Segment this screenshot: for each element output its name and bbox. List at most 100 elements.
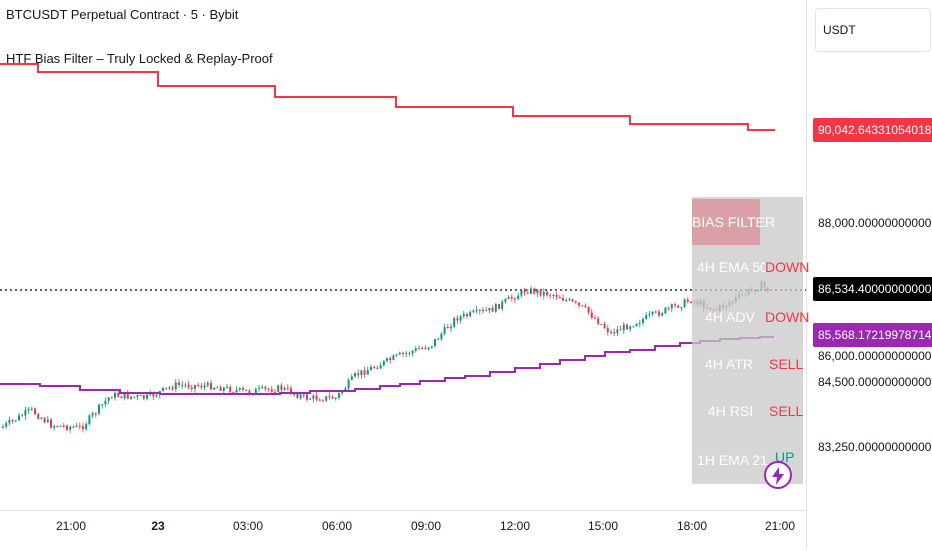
candle: [526, 289, 529, 295]
indicator-title[interactable]: HTF Bias Filter – Truly Locked & Replay-…: [6, 51, 273, 66]
candle: [66, 424, 68, 432]
candle: [622, 321, 625, 335]
candle: [194, 384, 196, 393]
candle: [286, 384, 289, 391]
candle: [661, 311, 664, 317]
candle: [213, 387, 216, 391]
candle: [658, 309, 660, 318]
candle: [587, 306, 590, 315]
candle: [210, 380, 212, 391]
time-axis[interactable]: [0, 510, 806, 551]
candle: [443, 323, 446, 336]
candle: [370, 364, 372, 371]
candle: [581, 305, 584, 307]
candle: [21, 413, 24, 417]
candle: [386, 357, 388, 363]
candle: [40, 416, 43, 420]
candle: [24, 406, 27, 420]
candle: [683, 297, 686, 308]
candle: [30, 406, 33, 411]
candle: [338, 392, 340, 400]
candle: [219, 385, 222, 392]
candle: [146, 392, 148, 401]
candle: [98, 403, 100, 416]
candle: [501, 299, 504, 312]
chart-area[interactable]: [0, 0, 806, 510]
candle: [571, 298, 574, 303]
candle: [8, 416, 11, 426]
candle: [542, 288, 545, 300]
candle: [414, 345, 417, 353]
candle: [229, 384, 232, 394]
candle: [654, 310, 657, 314]
candle: [165, 387, 168, 391]
candle: [478, 308, 481, 315]
candle: [2, 424, 4, 429]
candle: [469, 310, 472, 318]
candle: [395, 353, 398, 357]
candle: [72, 425, 75, 428]
symbol-title[interactable]: BTCUSDT Perpetual Contract · 5 · Bybit: [6, 7, 239, 22]
candle: [536, 288, 539, 298]
candle: [398, 351, 401, 355]
candle: [613, 328, 616, 337]
candle: [184, 382, 187, 388]
candle: [312, 393, 315, 403]
price-chart[interactable]: [0, 0, 806, 510]
candle: [261, 384, 264, 390]
bias-row-label: 4H EMA 50: [697, 259, 768, 275]
lightning-icon[interactable]: [764, 461, 792, 489]
candle: [258, 384, 260, 393]
candle: [264, 385, 267, 392]
candle: [11, 418, 14, 424]
candle: [530, 285, 532, 295]
candle: [274, 388, 276, 394]
candle: [405, 350, 408, 358]
price-axis[interactable]: [806, 0, 932, 550]
candle: [238, 387, 241, 392]
time-tick: 06:00: [321, 519, 353, 533]
candle: [114, 390, 116, 401]
candle: [619, 325, 622, 331]
candle: [171, 385, 174, 392]
candle: [574, 300, 577, 305]
candle: [408, 351, 411, 357]
currency-label: USDT: [823, 23, 856, 37]
candle: [245, 389, 248, 392]
upper-htf-line: [0, 63, 775, 131]
candle: [539, 290, 542, 297]
candle: [280, 383, 283, 394]
candle: [136, 394, 139, 401]
candle: [187, 381, 190, 390]
time-tick: 21:00: [55, 519, 87, 533]
candle: [315, 391, 318, 402]
candle: [565, 298, 568, 303]
candle: [277, 384, 280, 393]
candle: [632, 325, 635, 328]
bias-row-value: DOWN: [765, 259, 810, 275]
time-tick: 03:00: [232, 519, 264, 533]
currency-selector[interactable]: USDT: [815, 8, 931, 52]
bias-row-label: 4H RSI: [708, 403, 754, 419]
candle: [549, 293, 552, 299]
candle: [267, 387, 270, 392]
candle: [139, 394, 142, 396]
candle: [491, 305, 494, 312]
candle: [34, 407, 36, 415]
candle: [168, 385, 171, 391]
candle: [382, 360, 385, 367]
bias-row-value: DOWN: [765, 309, 810, 325]
candle: [597, 316, 600, 326]
candle: [670, 303, 673, 313]
candle: [56, 425, 59, 428]
time-tick: 15:00: [587, 519, 619, 533]
candle: [459, 314, 462, 324]
candle: [14, 419, 17, 423]
candle: [427, 346, 430, 351]
candle: [130, 396, 132, 400]
candle: [584, 303, 587, 309]
candle: [555, 291, 558, 301]
current-price-label: 86,534.4000000000000: [813, 277, 932, 301]
candle: [162, 387, 164, 392]
candle: [552, 293, 555, 299]
